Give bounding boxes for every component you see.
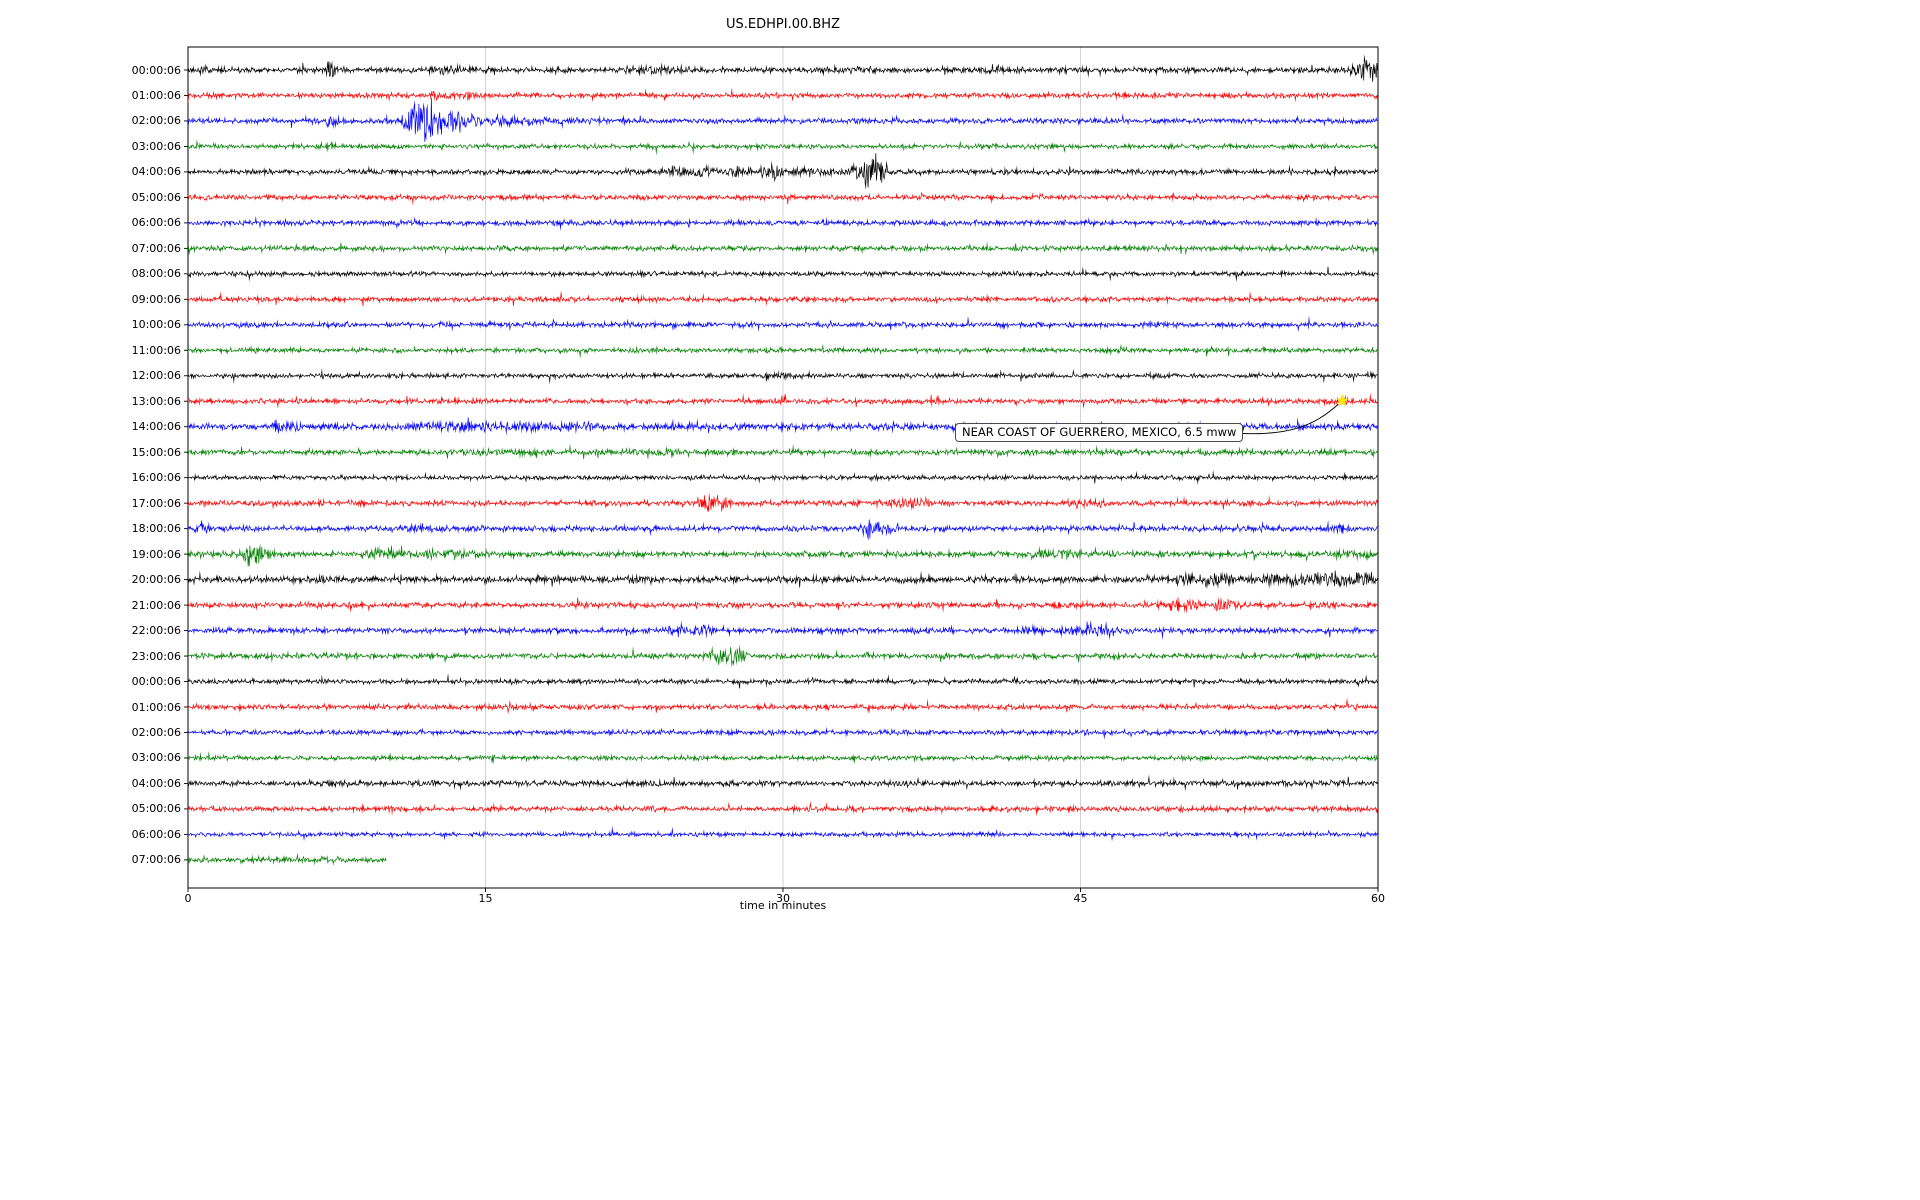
trace-label: 22:00:06 <box>131 624 181 638</box>
trace-label: 09:00:06 <box>131 292 181 306</box>
trace-label: 10:00:06 <box>131 318 181 332</box>
x-tick-label: 15 <box>478 892 493 905</box>
trace-label: 14:00:06 <box>131 420 181 434</box>
trace-label: 02:00:06 <box>131 114 181 128</box>
trace-label: 03:00:06 <box>131 751 181 765</box>
trace-label: 04:00:06 <box>131 776 181 790</box>
trace-label: 04:00:06 <box>131 165 181 179</box>
trace-label: 15:00:06 <box>131 445 181 459</box>
trace-label: 21:00:06 <box>131 598 181 612</box>
trace-label: 20:00:06 <box>131 573 181 587</box>
trace-label: 05:00:06 <box>131 802 181 816</box>
trace-label: 13:00:06 <box>131 394 181 408</box>
trace-label: 11:00:06 <box>131 343 181 357</box>
trace-label: 05:00:06 <box>131 190 181 204</box>
chart-title: US.EDHPI.00.BHZ <box>726 17 840 32</box>
trace-label: 12:00:06 <box>131 369 181 383</box>
event-star-icon: ★ <box>1335 391 1350 411</box>
x-tick-label: 45 <box>1073 892 1088 905</box>
trace-label: 00:00:06 <box>131 675 181 689</box>
trace-label: 00:00:06 <box>131 63 181 77</box>
trace-label: 07:00:06 <box>131 853 181 867</box>
trace-label: 07:00:06 <box>131 241 181 255</box>
trace-label: 23:00:06 <box>131 649 181 663</box>
trace-label: 01:00:06 <box>131 88 181 102</box>
trace-label: 16:00:06 <box>131 471 181 485</box>
event-annotation-text: NEAR COAST OF GUERRERO, MEXICO, 6.5 mww <box>962 425 1237 439</box>
trace-label: 06:00:06 <box>131 216 181 230</box>
trace-label: 08:00:06 <box>131 267 181 281</box>
x-tick-label: 60 <box>1371 892 1385 905</box>
event-annotation: NEAR COAST OF GUERRERO, MEXICO, 6.5 mww <box>955 423 1244 442</box>
trace-label: 19:00:06 <box>131 547 181 561</box>
x-tick-label: 0 <box>184 892 192 905</box>
trace-label: 03:00:06 <box>131 139 181 153</box>
trace-label: 18:00:06 <box>131 522 181 536</box>
trace-label: 17:00:06 <box>131 496 181 510</box>
trace-label: 06:00:06 <box>131 827 181 841</box>
x-tick-label: 30 <box>776 892 790 905</box>
trace-label: 02:00:06 <box>131 725 181 739</box>
x-axis-label: time in minutes <box>739 899 827 912</box>
trace-label: 01:00:06 <box>131 700 181 714</box>
